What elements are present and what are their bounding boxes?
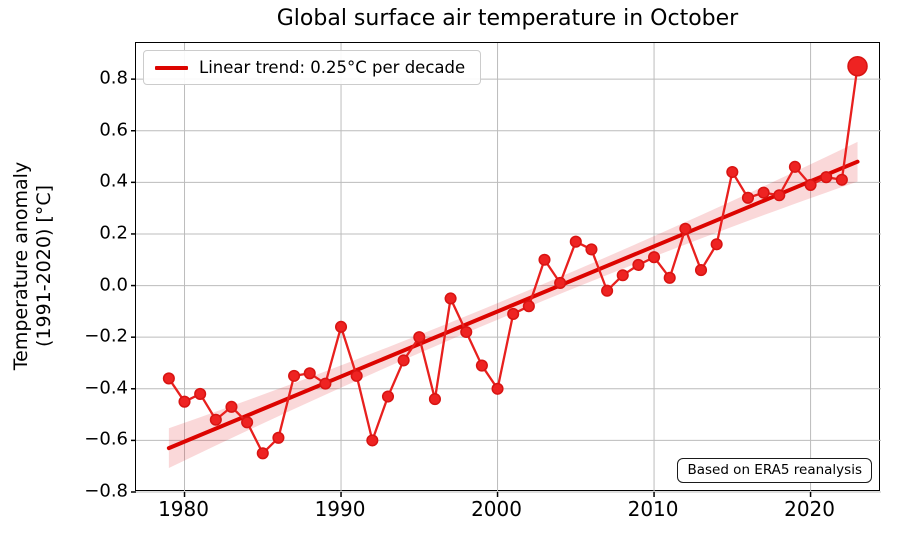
x-tick-label: 1990 [314,497,366,521]
data-point [256,447,269,460]
data-point [162,372,175,385]
y-tick-label: 0.8 [99,67,128,89]
data-point-highlight [847,55,868,77]
data-point [616,269,629,282]
data-point [679,222,692,235]
data-point [820,171,833,184]
data-point [303,367,316,380]
data-point [319,377,332,390]
x-tick-label: 2010 [627,497,679,521]
data-point [288,369,301,382]
data-point [241,416,254,429]
data-point [460,325,473,339]
data-point [804,178,817,191]
data-point [569,235,582,248]
data-point [522,300,535,313]
data-point [648,251,661,264]
data-point [726,165,739,179]
data-point [538,253,551,266]
data-point [585,243,598,256]
trend-line [166,159,860,451]
data-point [178,395,191,408]
data-point [741,191,755,204]
era5-annotation: Based on ERA5 reanalysis [677,458,872,483]
chart-title: Global surface air temperature in Octobe… [276,6,739,31]
y-axis-label-line1: Temperature anomaly [10,161,33,371]
data-point [350,369,363,382]
x-tick-label: 2020 [784,497,836,521]
data-point [507,307,520,320]
data-point [694,264,708,277]
y-axis-label-line2: (1991-2020) [°C] [33,184,55,348]
y-tick-label: 0.2 [99,222,128,244]
y-tick-label: −0.8 [84,480,128,502]
data-point [444,292,457,305]
data-point [194,387,207,400]
y-tick-label: 0.0 [99,274,128,296]
y-tick-label: 0.4 [99,170,128,192]
data-point [272,431,285,444]
data-point [428,393,441,406]
data-point [491,382,504,395]
x-tick-label: 1980 [158,497,209,521]
y-tick-label: −0.2 [84,325,128,347]
data-point [835,173,848,186]
legend-label: Linear trend: 0.25°C per decade [199,58,466,77]
plot-area: Linear trend: 0.25°C per decade Based on… [131,42,881,497]
data-point [413,331,426,344]
y-tick-label: −0.4 [84,377,128,399]
data-point [663,271,676,284]
legend: Linear trend: 0.25°C per decade [143,50,482,85]
data-point [757,186,770,199]
data-point [788,160,801,173]
data-point [225,400,238,413]
data-point [366,434,379,447]
data-point [773,189,786,202]
y-axis-label: Temperature anomaly (1991-2020) [°C] [10,162,56,370]
chart-canvas [131,43,881,497]
trend-line-swatch-icon [155,65,188,70]
data-point [397,354,410,367]
y-tick-label: −0.6 [84,428,128,450]
data-point [334,320,348,333]
data-point [710,238,723,251]
x-tick-label: 2000 [471,497,522,521]
data-point [632,258,645,271]
data-point [381,390,395,403]
data-point [601,284,614,297]
data-point [209,413,222,426]
data-point [554,276,567,290]
y-tick-label: 0.6 [99,119,128,141]
data-point [475,359,488,372]
